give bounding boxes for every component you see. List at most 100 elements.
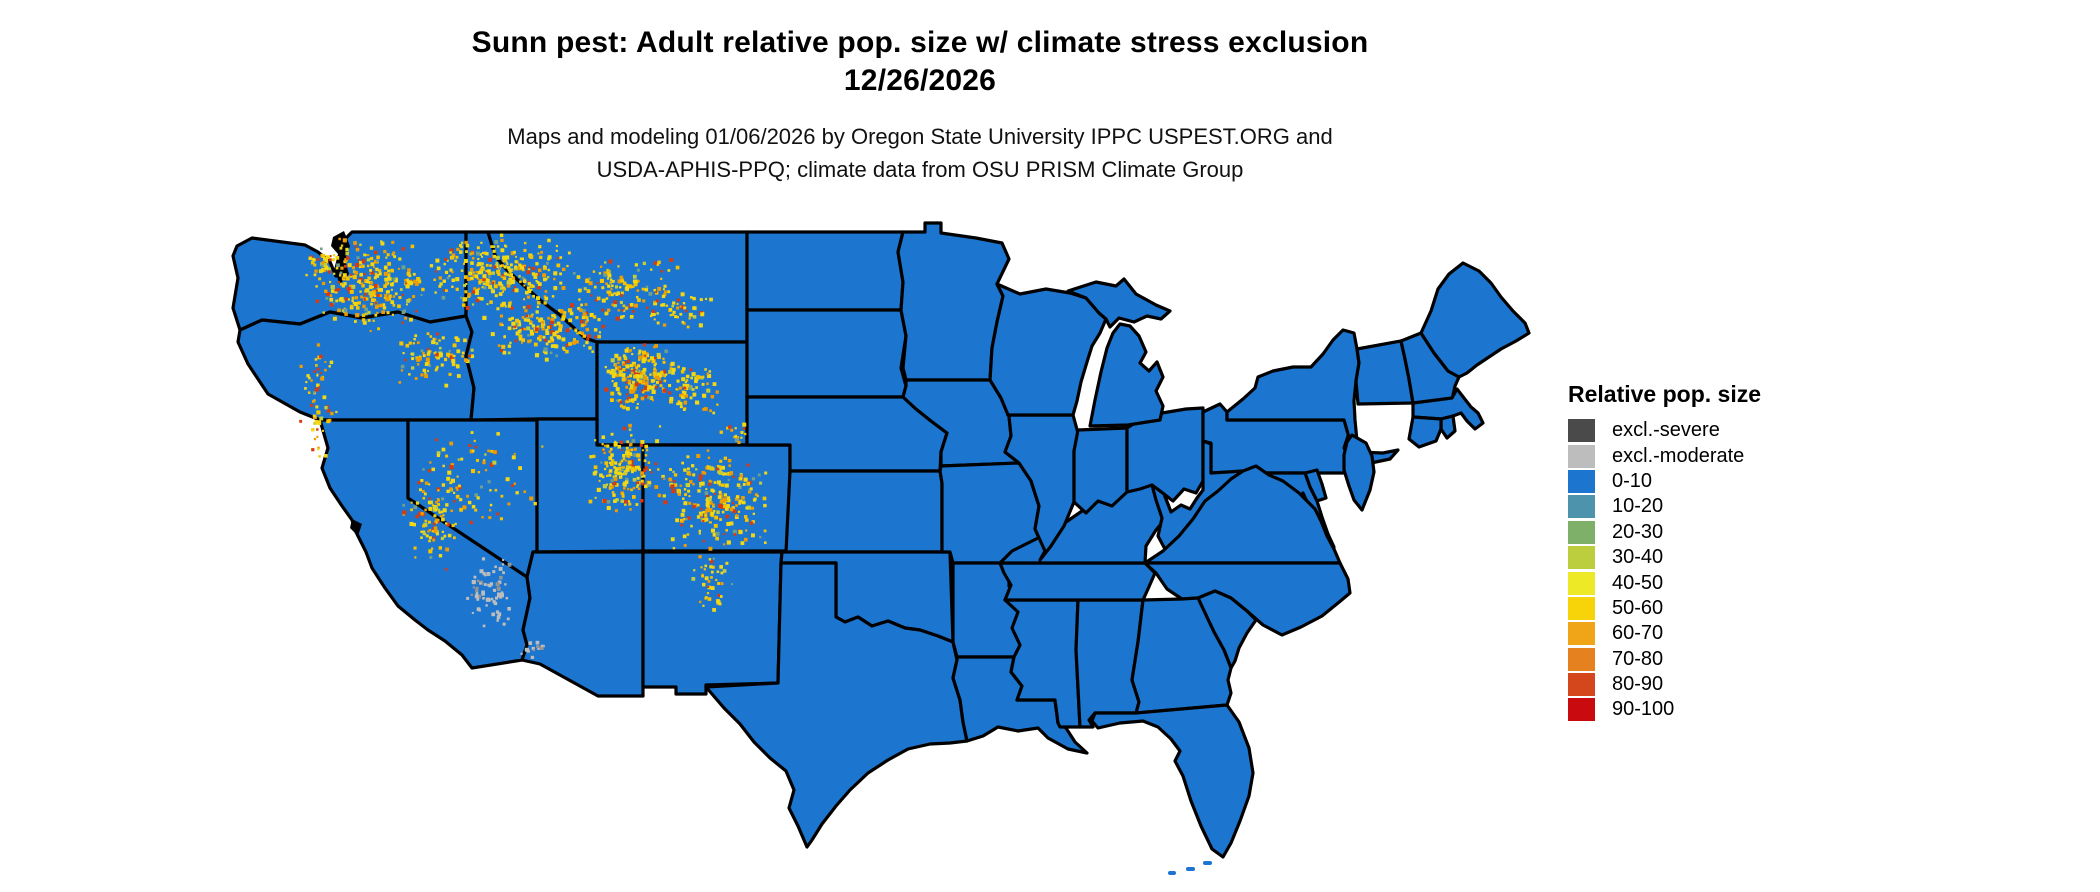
risk-speckle <box>338 237 341 241</box>
risk-speckle <box>496 586 501 591</box>
risk-speckle <box>455 486 458 490</box>
risk-speckle <box>724 472 727 476</box>
state-south-dakota <box>745 308 908 399</box>
risk-speckle <box>692 473 696 477</box>
risk-speckle <box>426 347 430 351</box>
risk-speckle <box>626 393 629 396</box>
risk-speckle <box>628 502 632 506</box>
risk-speckle <box>400 364 405 369</box>
risk-speckle <box>390 268 394 273</box>
risk-speckle <box>308 256 312 260</box>
risk-speckle <box>756 494 759 498</box>
risk-speckle <box>628 428 632 431</box>
risk-speckle <box>537 285 541 290</box>
risk-speckle <box>739 477 743 481</box>
risk-speckle <box>673 483 678 487</box>
risk-speckle <box>426 332 430 336</box>
risk-speckle <box>569 327 572 330</box>
risk-speckle <box>435 270 438 273</box>
risk-speckle <box>390 288 393 291</box>
risk-speckle <box>328 365 331 368</box>
risk-speckle <box>446 276 450 280</box>
risk-speckle <box>553 316 557 319</box>
risk-speckle <box>695 468 698 471</box>
risk-speckle <box>624 348 629 353</box>
risk-speckle <box>651 389 656 394</box>
risk-speckle <box>607 273 612 278</box>
risk-speckle <box>740 431 744 434</box>
risk-speckle <box>648 468 651 471</box>
risk-speckle <box>614 382 618 386</box>
risk-speckle <box>488 257 493 262</box>
risk-speckle <box>495 255 500 260</box>
risk-speckle <box>562 348 566 351</box>
risk-speckle <box>478 281 481 285</box>
risk-speckle <box>377 285 380 288</box>
risk-speckle <box>374 301 378 305</box>
risk-speckle <box>411 357 415 361</box>
state-arizona <box>520 550 645 698</box>
risk-speckle <box>504 244 507 248</box>
risk-speckle <box>489 300 493 304</box>
risk-speckle <box>528 641 533 645</box>
risk-speckle <box>652 357 657 361</box>
risk-speckle <box>610 479 614 483</box>
risk-speckle <box>751 506 755 510</box>
risk-speckle <box>625 381 628 384</box>
risk-speckle <box>343 308 348 312</box>
risk-speckle <box>647 484 651 487</box>
risk-speckle <box>424 372 427 375</box>
risk-speckle <box>680 370 685 374</box>
risk-speckle <box>632 279 637 283</box>
risk-speckle <box>585 340 589 345</box>
risk-speckle <box>728 425 732 429</box>
risk-speckle <box>487 598 491 602</box>
risk-speckle <box>370 281 374 285</box>
risk-speckle <box>474 493 478 497</box>
risk-speckle <box>714 515 719 520</box>
risk-speckle <box>368 291 373 295</box>
risk-speckle <box>683 544 687 547</box>
risk-speckle <box>398 381 402 384</box>
risk-speckle <box>502 255 506 260</box>
risk-speckle <box>527 282 531 286</box>
risk-speckle <box>364 293 367 296</box>
risk-speckle <box>537 252 540 255</box>
risk-speckle <box>681 377 686 382</box>
risk-speckle <box>615 367 618 370</box>
risk-speckle <box>308 376 311 380</box>
legend-item: excl.-severe <box>1568 418 1868 443</box>
risk-speckle <box>481 516 484 519</box>
risk-speckle <box>710 512 714 516</box>
risk-speckle <box>476 458 479 462</box>
state-maine <box>1419 261 1531 379</box>
risk-speckle <box>696 454 701 458</box>
risk-speckle <box>369 294 373 298</box>
risk-speckle <box>323 257 327 261</box>
risk-speckle <box>671 371 675 375</box>
risk-speckle <box>413 546 417 550</box>
risk-speckle <box>653 261 657 265</box>
risk-speckle <box>466 494 469 498</box>
risk-speckle <box>628 465 632 469</box>
risk-speckle <box>341 299 345 303</box>
risk-speckle <box>668 391 672 395</box>
risk-speckle <box>383 284 387 288</box>
risk-speckle <box>636 485 639 488</box>
state-connecticut <box>1407 415 1443 449</box>
risk-speckle <box>646 354 649 357</box>
florida-keys-islet <box>1168 871 1176 875</box>
risk-speckle <box>656 352 661 357</box>
risk-speckle <box>351 299 354 302</box>
risk-speckle <box>476 607 481 611</box>
risk-speckle <box>636 378 640 381</box>
risk-speckle <box>534 329 539 333</box>
risk-speckle <box>433 514 437 518</box>
risk-speckle <box>313 370 316 373</box>
risk-speckle <box>726 522 731 526</box>
risk-speckle <box>450 353 453 357</box>
risk-speckle <box>598 479 601 482</box>
risk-speckle <box>369 330 372 333</box>
risk-speckle <box>707 497 712 502</box>
risk-speckle <box>742 422 747 427</box>
